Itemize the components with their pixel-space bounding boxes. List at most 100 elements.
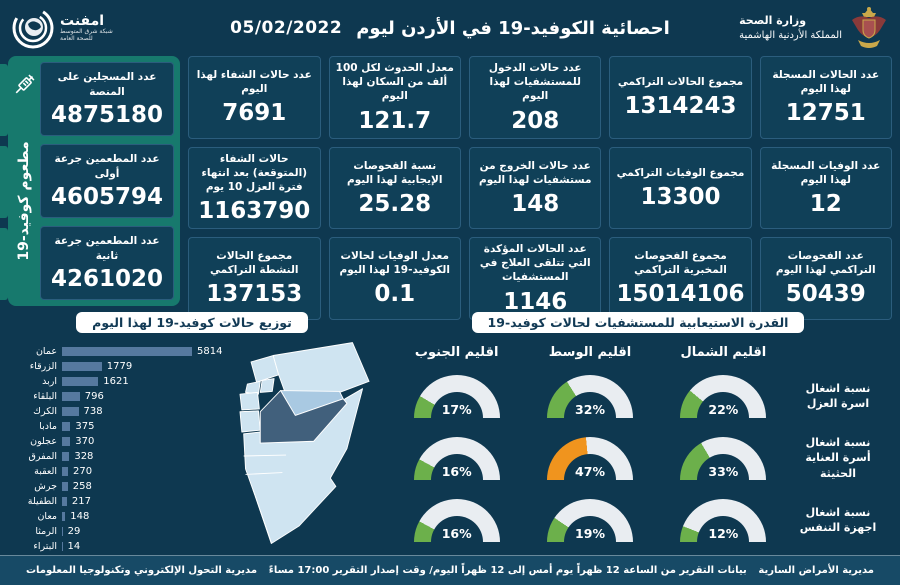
- ministry-block: وزارة الصحة المملكة الأردنية الهاشمية: [688, 6, 888, 50]
- emphnet-logo: امفنت شبكة شرق المتوسط للصحة العامة: [12, 7, 212, 49]
- bar-chart-row: المفرق 328: [8, 449, 276, 464]
- bar-value: 5814: [197, 345, 223, 357]
- gauge: 47%: [547, 436, 634, 480]
- jordan-map: [198, 338, 376, 554]
- bar: [62, 362, 102, 371]
- stat-card-value: 137153: [206, 281, 303, 308]
- bar: [62, 452, 70, 461]
- gauge-value: 19%: [575, 525, 605, 541]
- stat-card-label: عدد حالات الخروج من مستشفيات لهذا اليوم: [479, 159, 592, 186]
- bar-category-label: مادبا: [39, 420, 57, 432]
- edge-tab-decoration: [0, 64, 8, 136]
- stat-card: عدد الوفيات المسجلة لهذا اليوم 12: [759, 146, 892, 230]
- logo-name: امفنت: [60, 13, 105, 30]
- region-header: اقليم الشمال: [680, 344, 767, 360]
- vaccine-panel: مطعوم كوفيد-19 عدد المسجلين على المنصة 48…: [8, 56, 180, 306]
- logo-tagline-2: للصحة العامة: [60, 35, 93, 43]
- bar-value: 796: [84, 390, 104, 402]
- bar-value: 217: [71, 495, 91, 507]
- stat-card: مجموع الوفيات التراكمي 13300: [609, 146, 752, 230]
- gauge: 32%: [547, 374, 634, 418]
- logo-tagline-1: شبكة شرق المتوسط: [60, 28, 113, 36]
- stat-card: مجموع الحالات النشطة التراكمي 137153: [188, 237, 321, 320]
- stat-card-value: 7691: [222, 100, 287, 127]
- stat-card: عدد الفحوصات التراكمي لهذا اليوم 50439: [759, 237, 892, 320]
- bar-category-label: جرش: [34, 480, 57, 492]
- bar-chart-row: عجلون 370: [8, 434, 276, 449]
- bar-category-label: البتراء: [33, 540, 57, 552]
- bar-chart-row: مادبا 375: [8, 419, 276, 434]
- gauge: 19%: [547, 498, 634, 542]
- bar-value: 738: [83, 405, 103, 417]
- stats-area: عدد الحالات المسجلة لهذا اليوم 12751 مجموع…: [0, 52, 900, 320]
- vaccine-side-label: مطعوم كوفيد-19: [16, 141, 32, 261]
- bar-value: 148: [70, 510, 90, 522]
- bar-chart-row: البلقاء 796: [8, 389, 276, 404]
- bar-chart-row: عمان 5814: [8, 344, 276, 359]
- vaccine-side-strip: مطعوم كوفيد-19: [8, 56, 40, 306]
- vaccine-card-value: 4875180: [50, 101, 164, 128]
- hospital-capacity-panel: القدرة الاستيعابية للمستشفيات لحالات كوف…: [384, 312, 892, 548]
- bar-category-label: الكرك: [33, 405, 57, 417]
- stat-card-label: حالات الشفاء (المتوقعة) بعد انتهاء فترة …: [201, 152, 308, 193]
- bar: [62, 542, 63, 551]
- report-date: 05/02/2022: [230, 18, 343, 38]
- stat-card-label: مجموع الفحوصات المخبرية التراكمي: [634, 250, 727, 277]
- stat-card-value: 15014106: [616, 281, 745, 308]
- page-title: احصائية الكوفيد-19 في الأردن ليوم: [356, 17, 670, 39]
- bar-category-label: عمان: [35, 345, 57, 357]
- gauge-value: 17%: [441, 401, 472, 417]
- bar: [62, 422, 71, 431]
- gauge: 16%: [413, 436, 500, 480]
- stat-card-value: 12751: [785, 100, 866, 127]
- header: امفنت شبكة شرق المتوسط للصحة العامة 05/0…: [0, 0, 900, 52]
- bar-chart-row: الزرقاء 1779: [8, 359, 276, 374]
- stat-card-label: عدد الحالات المسجلة لهذا اليوم: [772, 69, 880, 96]
- gauge-value: 32%: [575, 401, 605, 417]
- region-header: اقليم الجنوب: [414, 344, 499, 360]
- bar-category-label: عجلون: [30, 435, 57, 447]
- cases-bar-chart: عمان 5814 الزرقاء 1779 اربد 1621 البلقاء 796 الك…: [8, 344, 276, 554]
- gauge-row-label: نسبة اشغال اسرة العزل: [805, 381, 871, 410]
- bar-chart-row: الكرك 738: [8, 404, 276, 419]
- bar-chart-row: معان 148: [8, 509, 276, 524]
- stat-card-label: نسبة الفحوصات الإيجابية لهذا اليوم: [347, 159, 443, 186]
- stat-card: عدد حالات الشفاء لهذا اليوم 7691: [188, 56, 321, 139]
- vaccine-card-value: 4261020: [50, 265, 164, 292]
- bar: [62, 512, 66, 521]
- bar-chart-row: الطفيلة 217: [8, 494, 276, 509]
- bar-category-label: الزرقاء: [29, 360, 57, 372]
- stat-card-value: 25.28: [358, 190, 432, 217]
- bar: [62, 497, 67, 506]
- bar-value: 14: [67, 540, 81, 552]
- vaccine-cards: عدد المسجلين على المنصة 4875180 عدد المطعم…: [40, 56, 180, 306]
- bar: [62, 437, 71, 446]
- bar-category-label: معان: [37, 510, 57, 522]
- edge-tab-decoration: [0, 228, 8, 300]
- stat-card-label: عدد الحالات المؤكدة التي تتلقى العلاج في…: [479, 243, 591, 284]
- gauge: 16%: [413, 498, 500, 542]
- gauge-row-label: نسبة اشغال اجهزة التنفس: [799, 505, 877, 534]
- gauge-value: 33%: [708, 463, 739, 479]
- footer-right: مديرية الأمراض السارية: [758, 565, 874, 576]
- bar-value: 1779: [106, 360, 133, 372]
- vaccine-card-label: عدد المطعمين جرعة أولى: [54, 153, 160, 180]
- vaccine-card-label: عدد المسجلين على المنصة: [57, 71, 157, 98]
- stat-card-label: عدد حالات الدخول للمستشفيات لهذا اليوم: [488, 62, 582, 103]
- gauge-row-label: نسبة اشغال أسرة العناية الحثيثة: [805, 435, 871, 480]
- footer-center: بيانات التقرير من الساعة 12 ظهراً يوم أم…: [268, 565, 747, 576]
- capacity-title: القدرة الاستيعابية للمستشفيات لحالات كوف…: [471, 312, 805, 333]
- bar-value: 29: [67, 525, 81, 537]
- bar-category-label: المفرق: [28, 450, 57, 462]
- bar-chart-row: العقبة 270: [8, 464, 276, 479]
- stat-card: عدد الحالات المسجلة لهذا اليوم 12751: [759, 56, 892, 139]
- gauge-grid: اقليم الشمال اقليم الوسط اقليم الجنوب نسبة …: [384, 339, 892, 551]
- bar-chart-row: اربد 1621: [8, 374, 276, 389]
- bar-category-label: الطفيلة: [27, 495, 57, 507]
- bar-value: 270: [73, 465, 93, 477]
- bar-category-label: اربد: [42, 375, 57, 387]
- gauge: 33%: [680, 436, 767, 480]
- distribution-title: توزيع حالات كوفيد-19 لهذا اليوم: [76, 312, 308, 333]
- vaccine-card: عدد المسجلين على المنصة 4875180: [40, 62, 174, 136]
- stat-card: حالات الشفاء (المتوقعة) بعد انتهاء فترة …: [188, 146, 321, 230]
